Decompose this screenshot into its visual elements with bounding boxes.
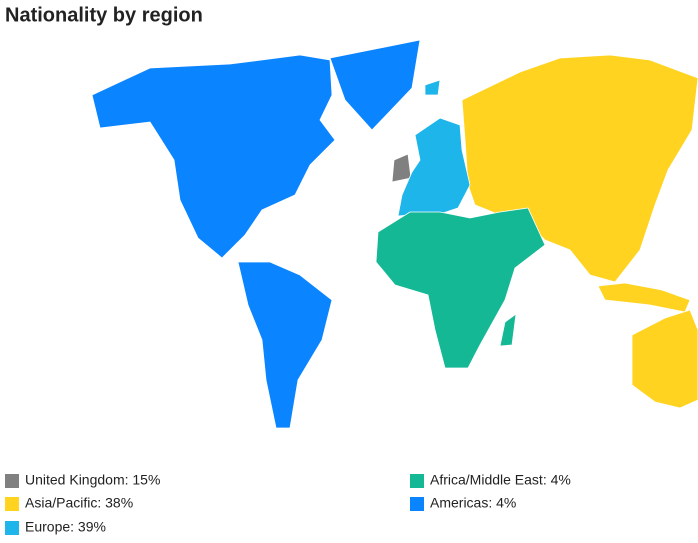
legend-swatch: [410, 474, 424, 488]
legend-label: United Kingdom: 15%: [25, 472, 160, 488]
legend: United Kingdom: 15% Asia/Pacific: 38% Euro…: [5, 472, 571, 535]
world-map: [91, 39, 698, 429]
region-shape: [461, 54, 698, 283]
legend-swatch: [5, 521, 19, 535]
legend-label: Americas: 4%: [430, 495, 516, 511]
region-shape: [391, 153, 412, 183]
region-shape: [375, 207, 546, 369]
chart-title: Nationality by region: [5, 4, 203, 26]
region-shape: [597, 282, 691, 313]
legend-label: Europe: 39%: [25, 519, 106, 535]
region-shape: [329, 39, 421, 131]
legend-swatch: [410, 497, 424, 511]
legend-label: Asia/Pacific: 38%: [25, 495, 133, 511]
region-shape: [424, 79, 441, 96]
legend-swatch: [5, 474, 19, 488]
legend-swatch: [5, 497, 19, 511]
region-shape: [91, 54, 336, 259]
region-shape: [631, 309, 698, 409]
region-shape: [237, 261, 333, 429]
legend-label: Africa/Middle East: 4%: [430, 472, 571, 488]
region-shape: [499, 313, 517, 347]
